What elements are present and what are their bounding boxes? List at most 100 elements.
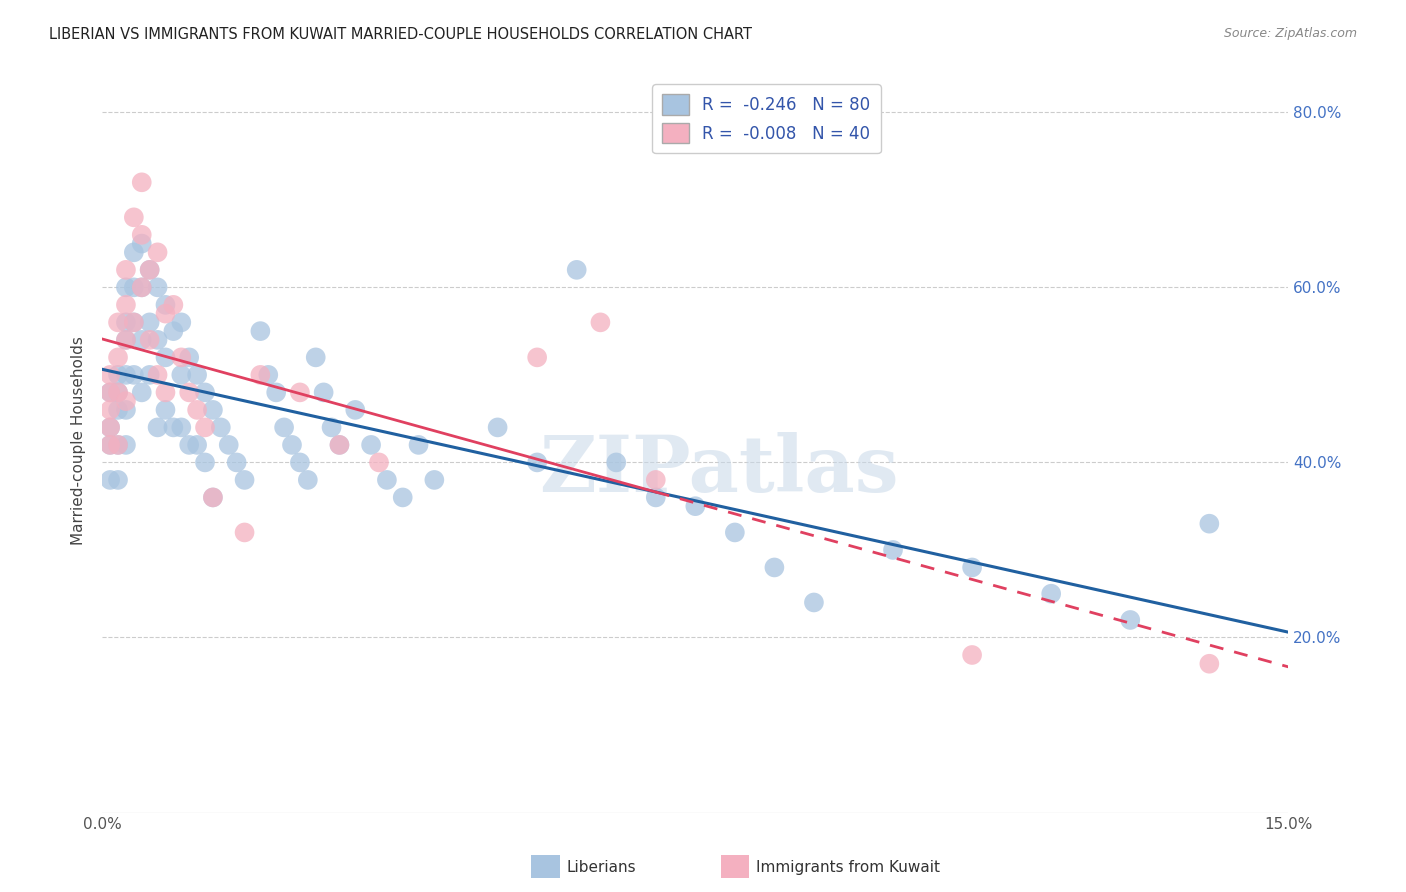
- Point: [565, 263, 588, 277]
- Point: [107, 438, 129, 452]
- Point: [486, 420, 509, 434]
- Point: [288, 455, 311, 469]
- Point: [98, 420, 121, 434]
- Point: [115, 280, 138, 294]
- Y-axis label: Married-couple Households: Married-couple Households: [72, 336, 86, 545]
- Point: [179, 438, 201, 452]
- Point: [138, 263, 160, 277]
- Point: [146, 245, 169, 260]
- Point: [162, 298, 184, 312]
- Point: [194, 420, 217, 434]
- Point: [368, 455, 391, 469]
- Point: [131, 333, 153, 347]
- Point: [960, 648, 983, 662]
- Point: [249, 368, 271, 382]
- Point: [162, 324, 184, 338]
- Point: [131, 175, 153, 189]
- Point: [146, 368, 169, 382]
- Point: [115, 333, 138, 347]
- Point: [194, 385, 217, 400]
- Point: [233, 473, 256, 487]
- Point: [960, 560, 983, 574]
- Point: [321, 420, 343, 434]
- Point: [297, 473, 319, 487]
- Point: [170, 368, 193, 382]
- Point: [724, 525, 747, 540]
- Point: [107, 368, 129, 382]
- Point: [98, 385, 121, 400]
- Point: [146, 280, 169, 294]
- Point: [122, 245, 145, 260]
- Point: [122, 280, 145, 294]
- Point: [1119, 613, 1142, 627]
- Point: [1040, 587, 1063, 601]
- Point: [138, 263, 160, 277]
- Point: [98, 473, 121, 487]
- Legend: R =  -0.246   N = 80, R =  -0.008   N = 40: R = -0.246 N = 80, R = -0.008 N = 40: [652, 84, 880, 153]
- Point: [644, 491, 666, 505]
- Point: [107, 385, 129, 400]
- Point: [131, 280, 153, 294]
- Point: [98, 438, 121, 452]
- Point: [408, 438, 430, 452]
- Point: [257, 368, 280, 382]
- Point: [201, 403, 224, 417]
- Point: [186, 368, 208, 382]
- Point: [312, 385, 335, 400]
- Point: [131, 236, 153, 251]
- Point: [115, 394, 138, 409]
- Point: [98, 420, 121, 434]
- Point: [115, 438, 138, 452]
- Point: [305, 351, 328, 365]
- Point: [115, 403, 138, 417]
- Point: [107, 473, 129, 487]
- Point: [146, 333, 169, 347]
- Point: [273, 420, 295, 434]
- Point: [218, 438, 240, 452]
- Point: [122, 315, 145, 329]
- Point: [170, 315, 193, 329]
- Point: [155, 403, 177, 417]
- Point: [122, 211, 145, 225]
- Point: [882, 543, 904, 558]
- Text: ZIPatlas: ZIPatlas: [540, 433, 898, 508]
- Point: [225, 455, 247, 469]
- Point: [605, 455, 627, 469]
- Point: [179, 385, 201, 400]
- Point: [526, 455, 548, 469]
- Point: [644, 473, 666, 487]
- Point: [1198, 516, 1220, 531]
- Point: [138, 368, 160, 382]
- Point: [138, 333, 160, 347]
- Point: [115, 333, 138, 347]
- Point: [328, 438, 350, 452]
- Point: [186, 438, 208, 452]
- Point: [115, 368, 138, 382]
- Point: [209, 420, 232, 434]
- Point: [107, 315, 129, 329]
- Point: [122, 368, 145, 382]
- Point: [344, 403, 367, 417]
- Point: [803, 595, 825, 609]
- Point: [98, 385, 121, 400]
- Point: [131, 227, 153, 242]
- Point: [233, 525, 256, 540]
- Point: [115, 263, 138, 277]
- Point: [155, 351, 177, 365]
- Point: [122, 315, 145, 329]
- Point: [264, 385, 287, 400]
- Point: [249, 324, 271, 338]
- Point: [107, 403, 129, 417]
- Point: [138, 315, 160, 329]
- Point: [328, 438, 350, 452]
- Point: [194, 455, 217, 469]
- Point: [201, 491, 224, 505]
- Point: [115, 298, 138, 312]
- Point: [526, 351, 548, 365]
- Point: [179, 351, 201, 365]
- Point: [98, 368, 121, 382]
- Point: [391, 491, 413, 505]
- Point: [170, 420, 193, 434]
- Point: [98, 438, 121, 452]
- Text: Liberians: Liberians: [567, 860, 637, 874]
